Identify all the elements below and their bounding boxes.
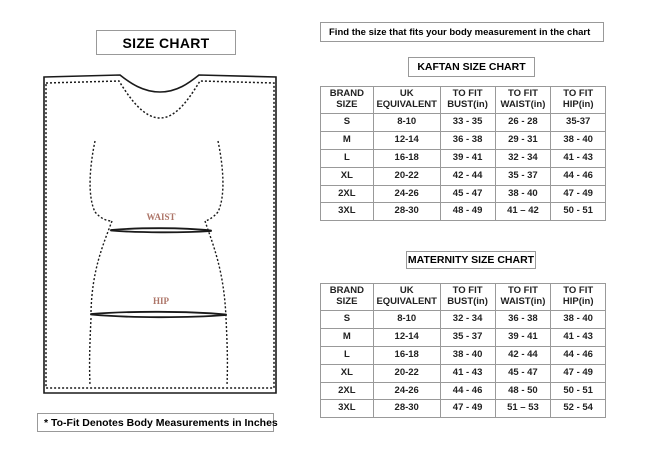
svg-text:WAIST: WAIST [146, 212, 175, 222]
svg-text:HIP: HIP [153, 296, 170, 306]
